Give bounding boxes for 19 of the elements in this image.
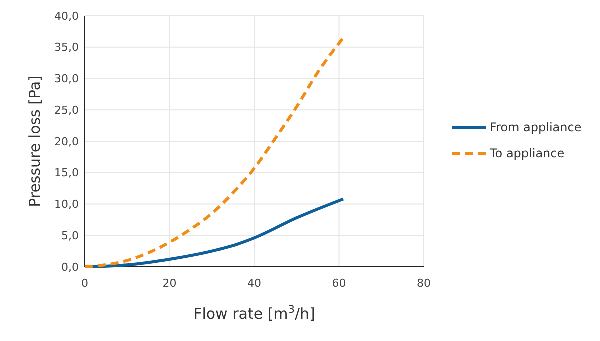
y-axis-title: Pressure loss [Pa] [26,76,44,208]
y-tick-label: 10,0 [54,198,79,212]
line-series [84,36,345,268]
y-tick-label: 15,0 [54,166,79,180]
x-tick-label: 0 [82,277,88,290]
x-tick-label: 40 [248,277,262,290]
legend-label: To appliance [489,146,565,161]
y-tick-label: 40,0 [54,10,79,23]
y-tick-label: 25,0 [54,104,79,117]
x-tick-label: 60 [332,277,346,290]
y-tick-label: 20,0 [54,135,79,148]
y-tick-label: 35,0 [54,41,79,54]
x-axis-title: Flow rate [m$^{3}$/h] [194,304,316,323]
x-tick-label: 20 [162,277,177,290]
x-tick-label: 80 [417,277,431,290]
y-tick-label: 30,0 [54,72,79,86]
legend-label: From appliance [490,120,582,135]
y-tick-label: 5,0 [62,229,79,242]
y-tick-label: 0,0 [62,260,79,274]
